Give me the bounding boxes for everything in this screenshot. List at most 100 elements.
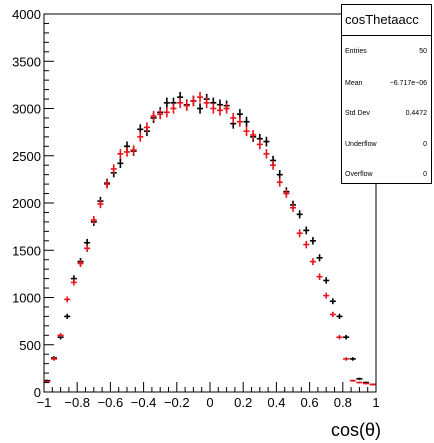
stat-key: Overflow <box>345 171 373 178</box>
series-0 <box>44 91 376 386</box>
data-point <box>110 164 117 174</box>
data-point <box>150 110 157 122</box>
data-point <box>123 147 131 157</box>
x-tick-label: 1 <box>372 395 379 410</box>
x-tick-label: −1 <box>37 395 52 410</box>
data-point <box>130 145 137 155</box>
data-point <box>303 226 310 235</box>
data-point <box>77 259 84 267</box>
data-point <box>223 103 230 114</box>
data-point <box>309 258 316 266</box>
x-tick-label: 0.2 <box>234 395 252 410</box>
stat-row-underflow: Underflow 0 <box>345 141 427 151</box>
data-point <box>329 311 336 318</box>
data-point <box>210 103 217 114</box>
data-point <box>157 109 164 120</box>
x-tick-label: −0.2 <box>164 395 190 410</box>
y-tick-label: 500 <box>19 338 41 353</box>
data-point <box>329 298 336 305</box>
y-tick-label: 1000 <box>12 291 41 306</box>
x-axis-title: cos(θ) <box>331 420 381 440</box>
data-point <box>316 254 323 262</box>
data-point <box>104 179 111 189</box>
data-point <box>64 296 71 303</box>
data-point <box>323 292 330 299</box>
data-point <box>263 136 270 147</box>
data-point <box>256 139 263 150</box>
plot-frame <box>43 13 377 393</box>
data-point <box>50 357 57 361</box>
data-point <box>349 357 356 361</box>
data-point <box>64 313 71 320</box>
y-tick-label: 0 <box>34 385 41 400</box>
data-point <box>276 170 283 180</box>
stats-box: cosThetaacc Entries 50 Mean −6.717e−06 S… <box>341 4 432 184</box>
data-point <box>303 240 310 249</box>
data-point <box>117 158 124 168</box>
data-point <box>276 177 283 187</box>
data-point <box>243 126 250 137</box>
data-point <box>84 244 91 253</box>
data-point <box>197 103 204 114</box>
stat-row-entries: Entries 50 <box>345 48 427 58</box>
data-point <box>323 277 330 284</box>
data-point <box>97 199 104 209</box>
y-tick-label: 3000 <box>12 102 41 117</box>
y-tick-label: 1500 <box>12 243 41 258</box>
data-point <box>343 334 350 340</box>
data-point <box>143 122 150 133</box>
data-point <box>203 97 210 109</box>
x-tick-label: 0.8 <box>334 395 352 410</box>
data-point <box>70 279 77 286</box>
stat-value: 0 <box>423 171 427 178</box>
x-tick-label: 0.6 <box>301 395 319 410</box>
y-tick-label: 2000 <box>12 196 41 211</box>
stat-row-std-dev: Std Dev 0.4472 <box>345 110 427 120</box>
y-tick-label: 2500 <box>12 149 41 164</box>
data-point <box>296 229 303 238</box>
stat-value: 0.4472 <box>405 110 427 117</box>
stat-key: Mean <box>345 80 363 87</box>
data-point <box>137 131 144 142</box>
y-tick-label: 3500 <box>12 54 41 69</box>
data-point <box>309 237 316 245</box>
data-point <box>177 97 184 109</box>
data-point <box>190 95 197 107</box>
data-point <box>263 149 270 159</box>
data-point <box>369 383 376 386</box>
stats-title: cosThetaacc <box>342 5 431 36</box>
x-tick-label: −0.6 <box>98 395 124 410</box>
stat-row-overflow: Overflow 0 <box>345 171 427 181</box>
x-tick-label: −0.8 <box>64 395 90 410</box>
data-point <box>336 334 343 340</box>
data-point <box>343 357 350 361</box>
stat-value: 50 <box>419 48 427 55</box>
data-point <box>336 313 343 320</box>
stat-key: Std Dev <box>345 110 370 117</box>
data-point <box>289 203 297 212</box>
data-point <box>356 377 363 380</box>
data-point <box>163 107 170 118</box>
data-point <box>283 189 290 198</box>
stat-row-mean: Mean −6.717e−06 <box>345 80 427 90</box>
series-1 <box>44 91 376 386</box>
data-point <box>316 273 323 281</box>
data-point <box>363 382 370 385</box>
data-point <box>90 215 97 225</box>
data-point <box>170 103 177 114</box>
stat-value: −6.717e−06 <box>389 80 427 87</box>
data-point <box>117 149 124 159</box>
y-tick-label: 4000 <box>12 7 41 22</box>
x-tick-label: 0.4 <box>267 395 285 410</box>
data-point <box>230 112 237 124</box>
data-point <box>349 379 356 382</box>
data-point <box>236 116 243 127</box>
data-point <box>197 91 204 103</box>
data-point <box>163 97 170 109</box>
data-point <box>216 105 223 116</box>
data-point <box>250 130 257 140</box>
data-point <box>270 160 277 170</box>
data-point <box>356 381 363 384</box>
stat-key: Entries <box>345 48 367 55</box>
